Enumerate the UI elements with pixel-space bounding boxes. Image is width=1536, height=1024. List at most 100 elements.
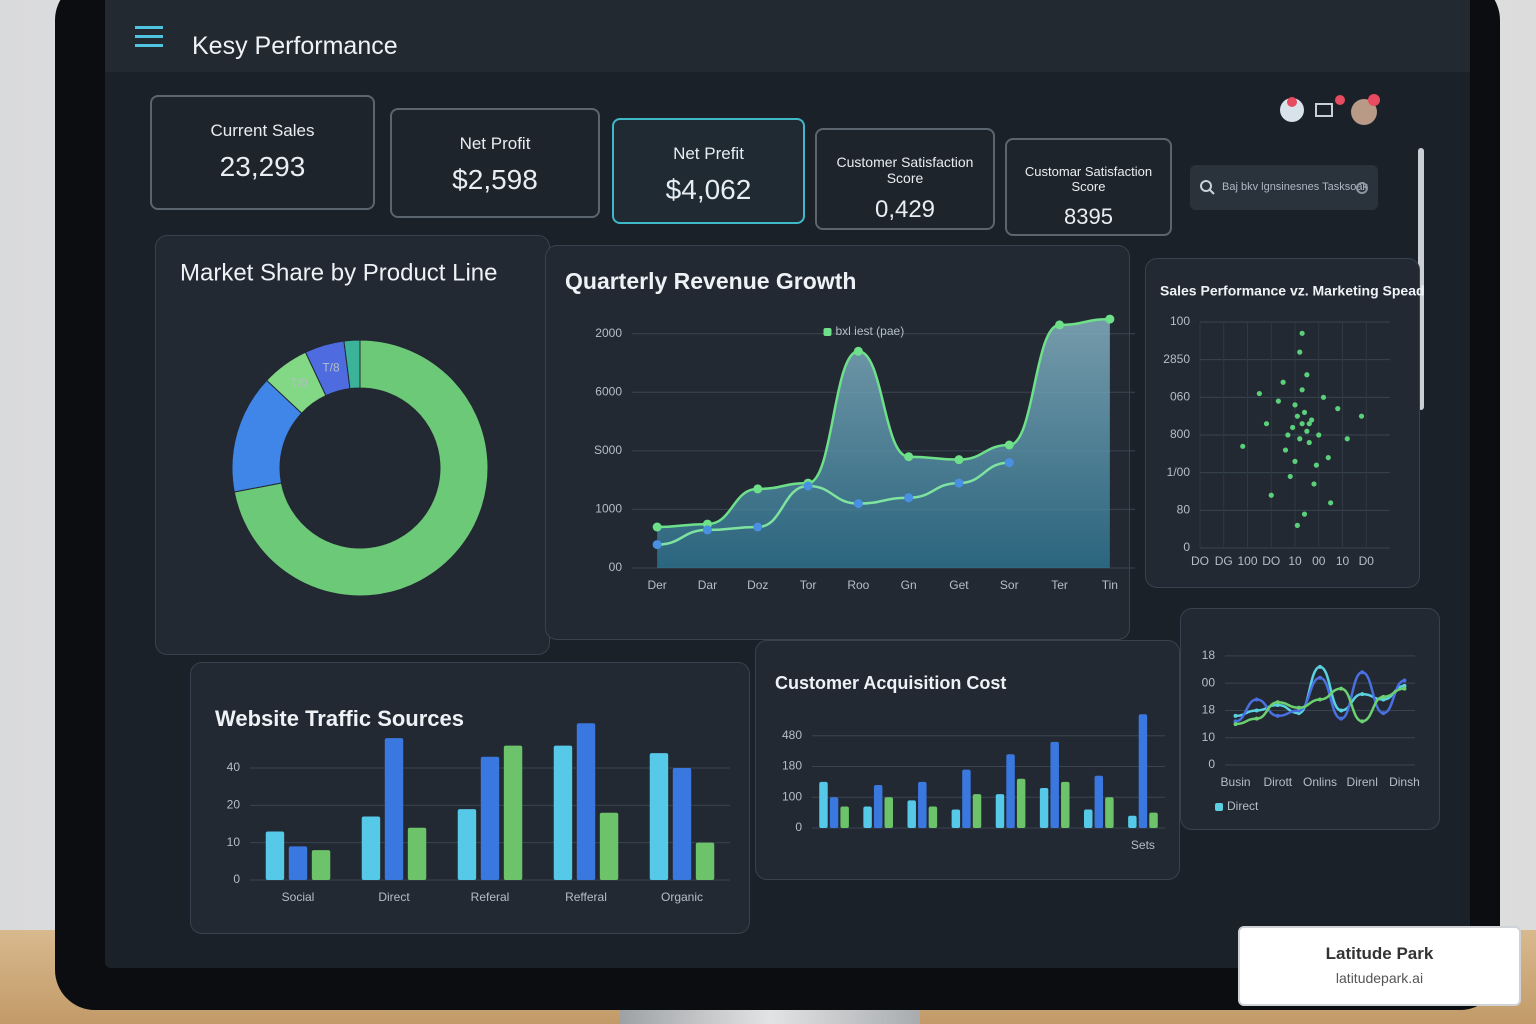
kpi-value: 0,429: [874, 196, 936, 223]
bar: [1061, 781, 1070, 828]
x-tick-label: Sets: [1131, 838, 1155, 852]
bar: [672, 768, 692, 880]
point: [904, 452, 914, 462]
x-tick-label: Dirott: [1263, 775, 1292, 789]
bar: [553, 745, 573, 880]
point: [1004, 458, 1014, 468]
scatter-point: [1285, 432, 1291, 438]
point: [702, 525, 712, 535]
legend-label: bxl iest (pae): [836, 324, 905, 338]
scatter-point: [1294, 413, 1300, 419]
bar: [863, 806, 872, 828]
point: [1318, 664, 1322, 669]
point: [652, 522, 662, 532]
legend-swatch: [1215, 803, 1223, 811]
kpi-card[interactable]: Customar Satisfaction Score 8395: [1005, 138, 1172, 236]
scatter-point: [1240, 443, 1246, 449]
kpi-value: $2,598: [452, 164, 538, 195]
search-box[interactable]: Baj bkv lgnsinesnes Tasksoak: [1190, 165, 1378, 210]
x-tick-label: DO: [1191, 554, 1209, 568]
bar: [1083, 809, 1093, 828]
point: [1254, 708, 1259, 713]
bar: [907, 800, 916, 828]
point: [1254, 716, 1259, 721]
bar: [1094, 775, 1104, 828]
bar: [884, 797, 894, 828]
point: [904, 493, 914, 503]
donut-slice: [343, 339, 361, 390]
bar: [1128, 815, 1137, 828]
x-tick-label: Sor: [1000, 578, 1019, 592]
y-tick-label: 180: [782, 759, 802, 773]
point: [954, 478, 964, 488]
bar: [384, 738, 404, 880]
chart-title: Sales Performance vz. Marketing Spead: [1160, 283, 1425, 299]
header-icons[interactable]: [1276, 88, 1396, 134]
x-tick-label: D0: [1359, 554, 1375, 568]
y-tick-label: 100: [1170, 314, 1190, 328]
point: [1402, 678, 1407, 683]
y-tick-label: 80: [1177, 503, 1191, 517]
x-tick-label: 10: [1336, 554, 1350, 568]
y-tick-label: 40: [227, 760, 241, 774]
scatter-point: [1304, 372, 1310, 378]
bar: [649, 753, 669, 880]
x-tick-label: 10: [1288, 554, 1302, 568]
point: [1360, 670, 1365, 675]
scatter-point: [1301, 511, 1308, 517]
y-tick-label: 00: [1202, 675, 1216, 689]
scatter-point: [1304, 428, 1310, 434]
x-tick-label: 00: [1312, 554, 1326, 568]
bar: [972, 794, 982, 828]
scatter-point: [1299, 330, 1305, 336]
watermark-name: Latitude Park: [1325, 944, 1434, 963]
bar: [928, 806, 938, 828]
kpi-card[interactable]: Customer Satisfaction Score 0,429: [815, 128, 995, 230]
y-tick-label: 10: [227, 835, 241, 849]
x-tick-label: Ter: [1051, 578, 1068, 592]
point: [1318, 697, 1322, 702]
bar: [599, 812, 619, 880]
y-tick-label: 800: [1170, 427, 1190, 441]
bar: [457, 809, 477, 880]
watermark-url: latitudepark.ai: [1335, 970, 1424, 986]
scrollbar[interactable]: [1418, 148, 1424, 410]
x-tick-label: Tor: [800, 578, 817, 592]
scatter-point: [1297, 349, 1303, 355]
y-tick-label: 0: [1208, 757, 1215, 771]
y-tick-label: 0: [233, 872, 240, 886]
point: [1254, 697, 1259, 702]
scatter-point: [1306, 421, 1312, 427]
legend-swatch: [823, 328, 832, 336]
point: [853, 499, 863, 509]
point: [1105, 314, 1115, 324]
kpi-card[interactable]: Current Sales 23,293: [150, 95, 375, 210]
bar: [962, 769, 971, 828]
point: [1381, 711, 1386, 716]
top-bar: [105, 0, 1470, 72]
point: [1275, 700, 1280, 705]
y-tick-label: 2000: [595, 326, 622, 340]
kpi-card[interactable]: Net Prefit $4,062: [612, 118, 805, 224]
y-tick-label: 10: [1202, 730, 1216, 744]
slice-label: T/8: [322, 360, 340, 374]
kpi-label: Current Sales: [210, 121, 315, 140]
scatter-point: [1263, 421, 1270, 427]
bar: [288, 846, 308, 880]
scatter-point: [1292, 402, 1298, 408]
scatter-point: [1282, 447, 1289, 453]
scatter-point: [1294, 522, 1300, 529]
scatter-point: [1292, 458, 1298, 464]
kpi-card[interactable]: Net Profit $2,598: [390, 108, 600, 218]
scatter-point: [1309, 417, 1315, 423]
x-tick-label: Get: [949, 578, 969, 592]
point: [1402, 686, 1407, 691]
scatter-point: [1328, 500, 1334, 506]
scatter-point: [1268, 492, 1274, 498]
scatter-point: [1297, 436, 1303, 442]
bar: [361, 816, 381, 880]
scatter-point: [1275, 398, 1281, 404]
menu-icon[interactable]: [135, 24, 165, 50]
app-title: Kesy Performance: [192, 32, 398, 60]
scatter-point: [1358, 413, 1365, 419]
